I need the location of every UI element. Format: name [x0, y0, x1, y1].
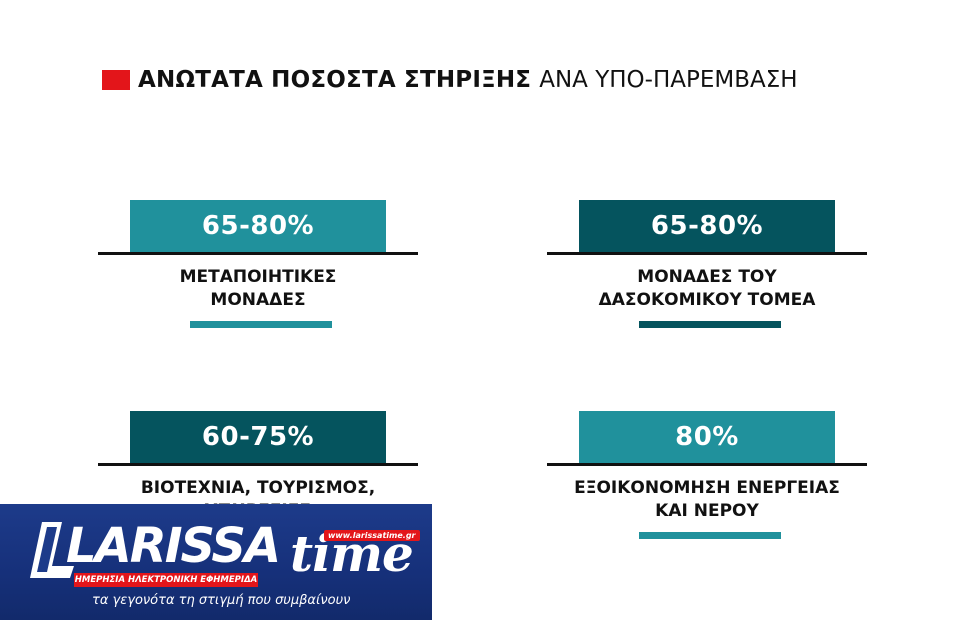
percentage-badge: 65-80%	[579, 200, 835, 252]
percentage-badge: 60-75%	[130, 411, 386, 463]
title-light-text: ΑΝΑ ΥΠΟ-ΠΑΡΕΜΒΑΣΗ	[539, 67, 798, 93]
divider-line	[98, 463, 418, 466]
larissatime-logo: LARISSA time www.larissatime.gr ΗΜΕΡΗΣΙΑ…	[0, 504, 432, 620]
logo-brand-text: LARISSA	[66, 518, 281, 574]
divider-line	[547, 252, 867, 255]
logo-l-shape-icon	[30, 522, 74, 578]
category-label: ΕΞΟΙΚΟΝΟΜΗΣΗ ΕΝΕΡΓΕΙΑΣ ΚΑΙ ΝΕΡΟΥ	[574, 478, 840, 521]
category-label: ΜΕΤΑΠΟΙΗΤΙΚΕΣ ΜΟΝΑΔΕΣ	[179, 267, 337, 310]
red-square-marker	[102, 70, 130, 90]
accent-underbar	[639, 321, 781, 328]
percentage-badge: 65-80%	[130, 200, 386, 252]
accent-underbar	[639, 532, 781, 539]
accent-underbar	[190, 321, 332, 328]
divider-line	[547, 463, 867, 466]
logo-subtitle-strip: ΗΜΕΡΗΣΙΑ ΗΛΕΚΤΡΟΝΙΚΗ ΕΦΗΜΕΡΙΔΑ	[74, 573, 258, 587]
logo-slogan: τα γεγονότα τη στιγμή που συμβαίνουν	[92, 593, 351, 608]
title-bold-text: ΑΝΩΤΑΤΑ ΠΟΣΟΣΤΑ ΣΤΗΡΙΞΗΣ	[138, 67, 532, 93]
divider-line	[98, 252, 418, 255]
infographic-title: ΑΝΩΤΑΤΑ ΠΟΣΟΣΤΑ ΣΤΗΡΙΞΗΣ ΑΝΑ ΥΠΟ-ΠΑΡΕΜΒΑ…	[102, 63, 798, 97]
percentage-badge: 80%	[579, 411, 835, 463]
category-label: ΜΟΝΑΔΕΣ ΤΟΥ ΔΑΣΟΚΟΜΙΚΟΥ ΤΟΜΕΑ	[598, 267, 816, 310]
logo-url-tag: www.larissatime.gr	[324, 530, 420, 541]
